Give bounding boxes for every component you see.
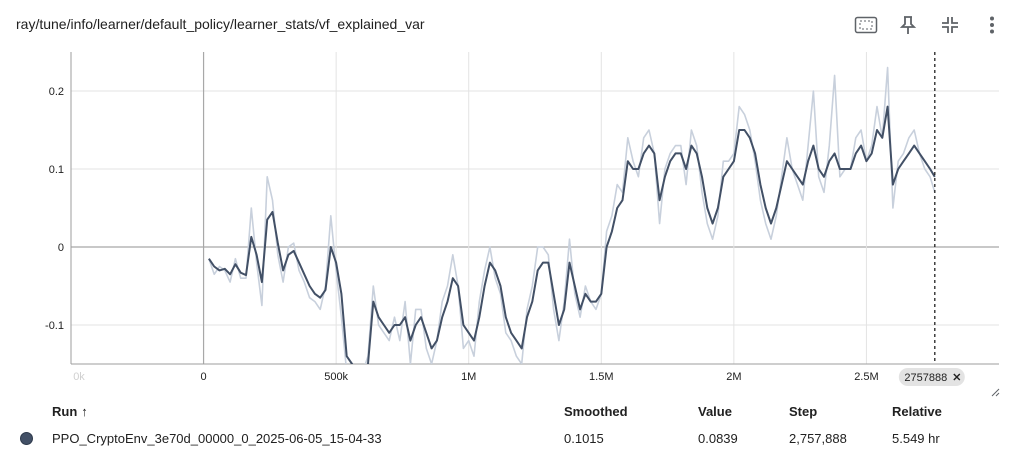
more-vert-icon	[990, 16, 994, 34]
run-smoothed-value: 0.1015	[564, 431, 604, 446]
pin-icon	[899, 16, 917, 34]
more-options-button[interactable]	[977, 10, 1007, 40]
collapse-icon	[942, 17, 958, 33]
step-pill-close-icon	[953, 373, 961, 381]
column-header-relative[interactable]: Relative	[892, 404, 942, 419]
y-tick-label: 0.2	[49, 86, 64, 98]
resize-handle-icon	[991, 388, 1000, 397]
x-tick-label: 0	[201, 371, 207, 383]
column-header-run-label: Run	[52, 404, 78, 419]
column-header-step[interactable]: Step	[789, 404, 818, 419]
x-tick-label: 2M	[726, 371, 741, 383]
line-chart[interactable]: 0.2 0.1 0 -0.1 0 500k 1M 1.5M 2M 2.5M 0k 2757888	[0, 46, 1017, 398]
column-header-smoothed[interactable]: Smoothed	[564, 404, 628, 419]
run-step-value: 2,757,888	[789, 431, 847, 446]
x-tick-label: 1.5M	[589, 371, 613, 383]
chart-title: ray/tune/info/learner/default_policy/lea…	[16, 16, 425, 32]
y-tick-label: 0	[58, 242, 64, 254]
x-tick-label: 1M	[461, 371, 476, 383]
y-tick-label: 0.1	[49, 164, 64, 176]
x-tick-label: 2.5M	[854, 371, 878, 383]
fit-to-data-button[interactable]	[851, 10, 881, 40]
step-pill-label: 2757888	[904, 372, 947, 384]
fit-to-data-icon	[854, 16, 878, 34]
run-color-swatch	[20, 432, 33, 445]
raw-series-line	[208, 66, 936, 364]
run-raw-value: 0.0839	[698, 431, 738, 446]
pin-button[interactable]	[893, 10, 923, 40]
column-header-run[interactable]: Run ↑	[52, 404, 88, 419]
column-header-value[interactable]: Value	[698, 404, 732, 419]
sort-ascending-icon: ↑	[81, 404, 88, 419]
series-group	[208, 66, 936, 364]
x-tick-label: 500k	[324, 371, 348, 383]
step-pill-background	[898, 368, 965, 386]
step-cursor-pill[interactable]: 2757888	[898, 368, 965, 386]
run-name: PPO_CryptoEnv_3e70d_00000_0_2025-06-05_1…	[52, 431, 382, 446]
collapse-button[interactable]	[935, 10, 965, 40]
y-tick-label: -0.1	[45, 320, 64, 332]
smoothed-series-line	[208, 105, 936, 364]
run-relative-time: 5.549 hr	[892, 431, 940, 446]
x-tick-label-faded: 0k	[73, 371, 85, 383]
